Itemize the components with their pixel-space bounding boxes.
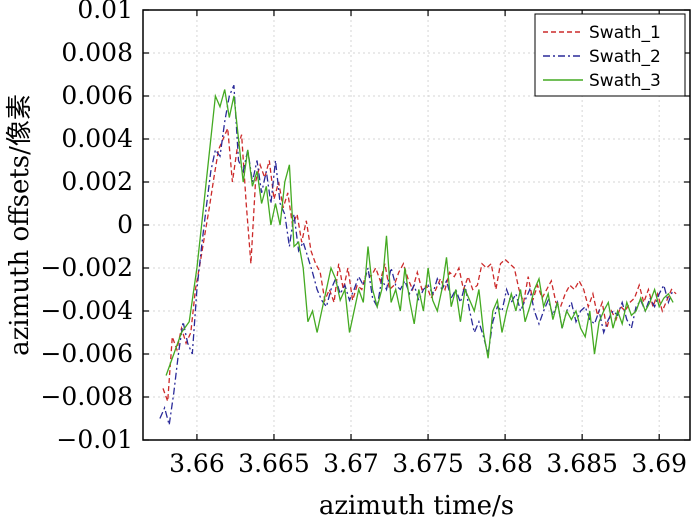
legend-label: Swath_2 — [589, 47, 661, 67]
y-tick-label: −0.002 — [40, 253, 133, 282]
x-tick-label: 3.685 — [546, 449, 618, 478]
legend-box — [534, 13, 686, 97]
x-tick-label: 3.675 — [392, 449, 464, 478]
y-tick-label: 0.004 — [61, 124, 133, 153]
y-axis-label: azimuth offsets/像素 — [5, 94, 35, 356]
x-tick-labels: 3.66 3.665 3.67 3.675 3.68 3.685 3.69 — [169, 449, 687, 478]
y-tick-label: −0.006 — [40, 339, 133, 368]
y-tick-label: 0.008 — [61, 38, 133, 67]
x-tick-label: 3.69 — [631, 449, 687, 478]
y-tick-label: −0.01 — [56, 425, 133, 454]
axis-ticks — [143, 9, 690, 441]
x-tick-label: 3.66 — [169, 449, 225, 478]
legend: Swath_1 Swath_2 Swath_3 — [534, 13, 686, 97]
legend-label: Swath_1 — [589, 23, 661, 43]
series-line-swath-3 — [165, 89, 674, 376]
x-tick-label: 3.665 — [238, 449, 310, 478]
y-tick-label: −0.004 — [40, 296, 133, 325]
y-tick-label: 0 — [117, 210, 133, 239]
y-tick-label: 0.01 — [77, 0, 133, 24]
legend-label: Swath_3 — [589, 71, 661, 91]
y-tick-label: −0.008 — [40, 382, 133, 411]
y-tick-labels: −0.01 −0.008 −0.006 −0.004 −0.002 0 0.002 0.004… — [40, 0, 133, 454]
y-tick-label: 0.006 — [61, 81, 133, 110]
x-tick-label: 3.67 — [323, 449, 379, 478]
x-tick-label: 3.68 — [477, 449, 533, 478]
plot-series — [159, 84, 677, 426]
series-line-swath-1 — [162, 128, 677, 402]
y-tick-label: 0.002 — [61, 167, 133, 196]
x-axis-label: azimuth time/s — [319, 491, 514, 520]
series-line-swath-2 — [159, 84, 674, 426]
